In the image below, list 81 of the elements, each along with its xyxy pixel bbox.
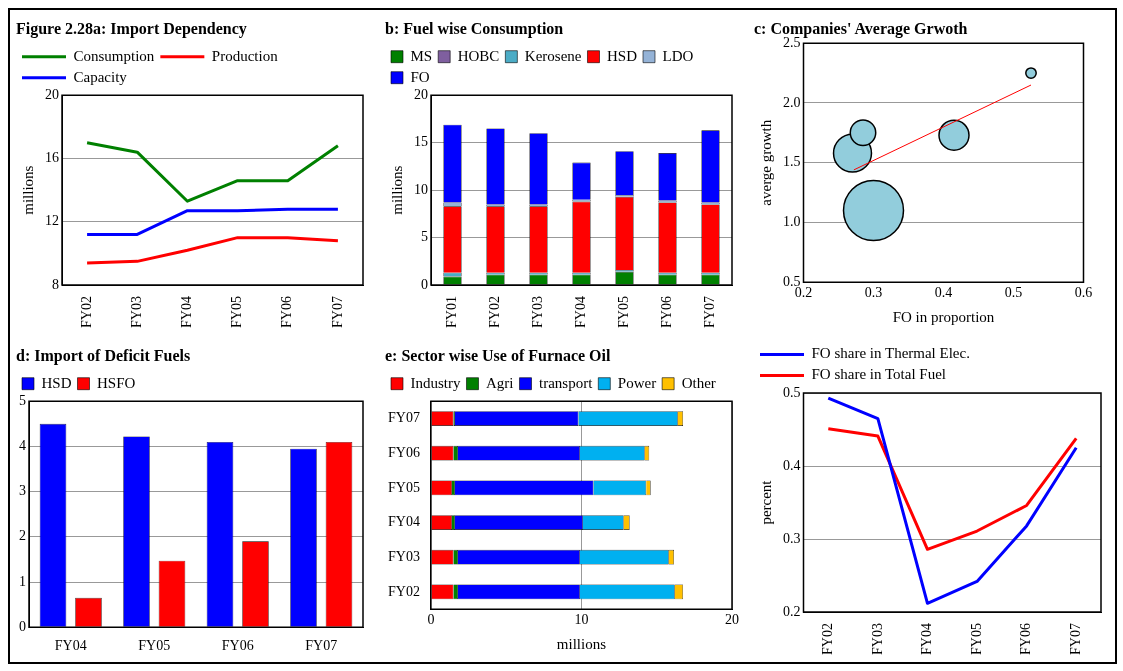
legend-label: HSD — [606, 47, 638, 64]
y-tick-label: 4 — [19, 438, 26, 454]
legend-label: HSFO — [97, 374, 136, 391]
legend-label: Consumption — [73, 47, 155, 64]
x-tick-label: FY04 — [573, 296, 589, 329]
chart-title: Figure 2.28a: Import Dependency — [16, 19, 247, 38]
y-tick-label: 1.5 — [783, 154, 801, 170]
legend-label: FO share in Total Fuel — [811, 366, 946, 383]
x-tick-label: 0.6 — [1074, 285, 1093, 301]
x-tick-label: FY03 — [128, 296, 144, 329]
x-tick-label: FY06 — [659, 296, 675, 329]
legend-label: Agri — [486, 374, 514, 391]
legend-label: FO share in Thermal Elec. — [811, 345, 970, 362]
y-tick-label: 20 — [45, 86, 59, 102]
x-tick-label: FY05 — [229, 296, 245, 329]
x-tick-label: FY06 — [1018, 623, 1034, 656]
legend-label: LDO — [662, 47, 694, 64]
chart-title: d: Import of Deficit Fuels — [16, 346, 191, 365]
x-tick-label: FY03 — [869, 623, 885, 656]
legend-label: Capacity — [73, 68, 128, 85]
y-tick-label: FY07 — [387, 410, 420, 426]
x-tick-label: 0.4 — [934, 285, 953, 301]
x-tick-label: FY06 — [221, 638, 254, 654]
y-tick-label: 5 — [19, 392, 26, 408]
y-tick-label: 1.0 — [783, 214, 801, 230]
x-tick-label: FY05 — [616, 296, 632, 329]
y-axis-title: millions — [19, 165, 36, 215]
x-tick-label: FY07 — [1067, 623, 1083, 656]
y-tick-label: FY02 — [387, 583, 420, 599]
y-tick-label: 3 — [19, 483, 26, 499]
y-tick-label: 0.5 — [783, 384, 801, 400]
x-tick-label: FY02 — [487, 296, 503, 329]
legend-label: HSD — [41, 374, 72, 391]
y-tick-label: FY03 — [387, 548, 420, 564]
chart-title: e: Sector wise Use of Furnace Oil — [385, 346, 611, 364]
x-tick-label: FY01 — [444, 296, 460, 329]
y-tick-label: 5 — [421, 229, 428, 245]
y-tick-label: 0.4 — [783, 457, 801, 473]
x-tick-label: FY07 — [329, 296, 345, 329]
x-tick-label: FY07 — [305, 638, 338, 654]
legend-label: Industry — [410, 374, 461, 391]
y-tick-label: 1 — [19, 573, 26, 589]
x-tick-label: FY02 — [819, 623, 835, 656]
x-axis-title: FO in proportion — [892, 308, 995, 325]
y-tick-label: FY04 — [387, 514, 420, 530]
y-tick-label: 16 — [45, 150, 59, 166]
legend-label: Power — [617, 374, 657, 391]
x-tick-label: FY05 — [968, 623, 984, 656]
chart-title: b: Fuel wise Consumption — [385, 19, 564, 38]
legend-label: MS — [410, 47, 433, 64]
y-tick-label: 2 — [19, 528, 26, 544]
legend-label: Other — [681, 374, 716, 391]
x-axis-title: millions — [556, 635, 607, 652]
x-tick-label: FY07 — [702, 296, 718, 329]
x-tick-label: FY04 — [919, 623, 935, 656]
x-tick-label: FY04 — [179, 296, 195, 329]
y-axis-title: percent — [757, 479, 774, 525]
y-tick-label: FY05 — [387, 479, 420, 495]
legend-label: Kerosene — [524, 47, 582, 64]
y-axis-title: millions — [388, 165, 405, 215]
x-tick-label: FY02 — [78, 296, 94, 329]
y-tick-label: 20 — [414, 86, 428, 102]
y-tick-label: FY06 — [387, 444, 420, 460]
legend-label: FO — [410, 68, 430, 85]
y-tick-label: 8 — [52, 276, 59, 292]
x-tick-label: FY06 — [279, 296, 295, 329]
x-tick-label: FY05 — [138, 638, 171, 654]
y-tick-label: 10 — [414, 181, 428, 197]
x-tick-label: 10 — [574, 612, 589, 628]
y-tick-label: 2.0 — [783, 94, 801, 110]
legend-label: HOBC — [457, 47, 500, 64]
x-tick-label: FY03 — [530, 296, 546, 329]
x-tick-label: 0.5 — [1004, 285, 1023, 301]
y-tick-label: 15 — [414, 134, 428, 150]
y-axis-title: averge growth — [757, 119, 774, 206]
legend-label: Production — [211, 47, 279, 64]
y-tick-label: 12 — [45, 213, 59, 229]
legend-label: transport — [538, 374, 594, 391]
x-tick-label: 20 — [725, 612, 739, 628]
y-tick-label: 0.3 — [783, 530, 801, 546]
x-tick-label: 0.3 — [864, 285, 883, 301]
